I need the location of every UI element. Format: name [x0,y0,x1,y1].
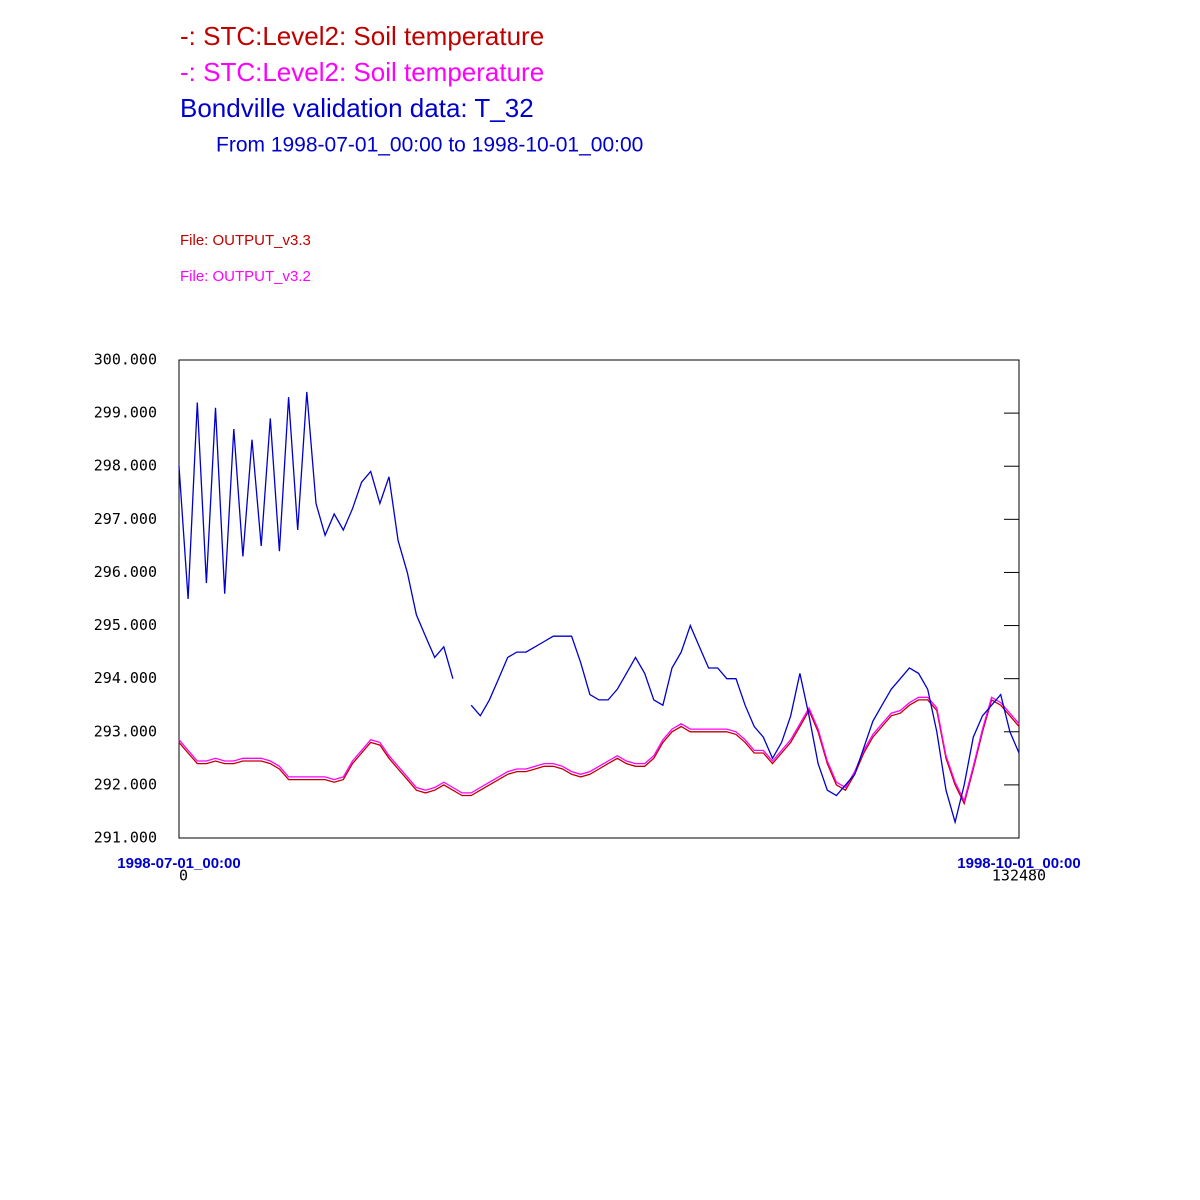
legend-entry: File: OUTPUT_v3.3 [180,232,311,249]
y-tick-label: 293.000 [94,722,157,740]
y-tick-label: 292.000 [94,775,157,793]
series-line [178,696,1020,803]
series-line [178,698,1020,806]
x-end-label: 1998-10-01_00:00 [957,855,1080,872]
y-tick-label: 295.000 [94,616,157,634]
x-start-label: 1998-07-01_00:00 [117,855,240,872]
y-tick-label: 299.000 [94,404,157,422]
y-tick-label: 291.000 [94,829,157,847]
series-title: -: STC:Level2: Soil temperature [180,21,544,51]
y-tick-label: 296.000 [94,563,157,581]
subtitle: From 1998-07-01_00:00 to 1998-10-01_00:0… [216,134,643,157]
x-tick-label: 0 [179,867,188,885]
series-title: Bondville validation data: T_32 [180,93,534,123]
plot-frame [178,359,1020,839]
y-tick-label: 298.000 [94,457,157,475]
legend-entry: File: OUTPUT_v3.2 [180,268,311,285]
x-tick-label: 132480 [992,867,1046,885]
series-title: -: STC:Level2: Soil temperature [180,57,544,87]
y-tick-label: 297.000 [94,510,157,528]
series-line [178,391,1020,825]
y-tick-label: 294.000 [94,669,157,687]
y-tick-label: 300.000 [94,351,157,369]
